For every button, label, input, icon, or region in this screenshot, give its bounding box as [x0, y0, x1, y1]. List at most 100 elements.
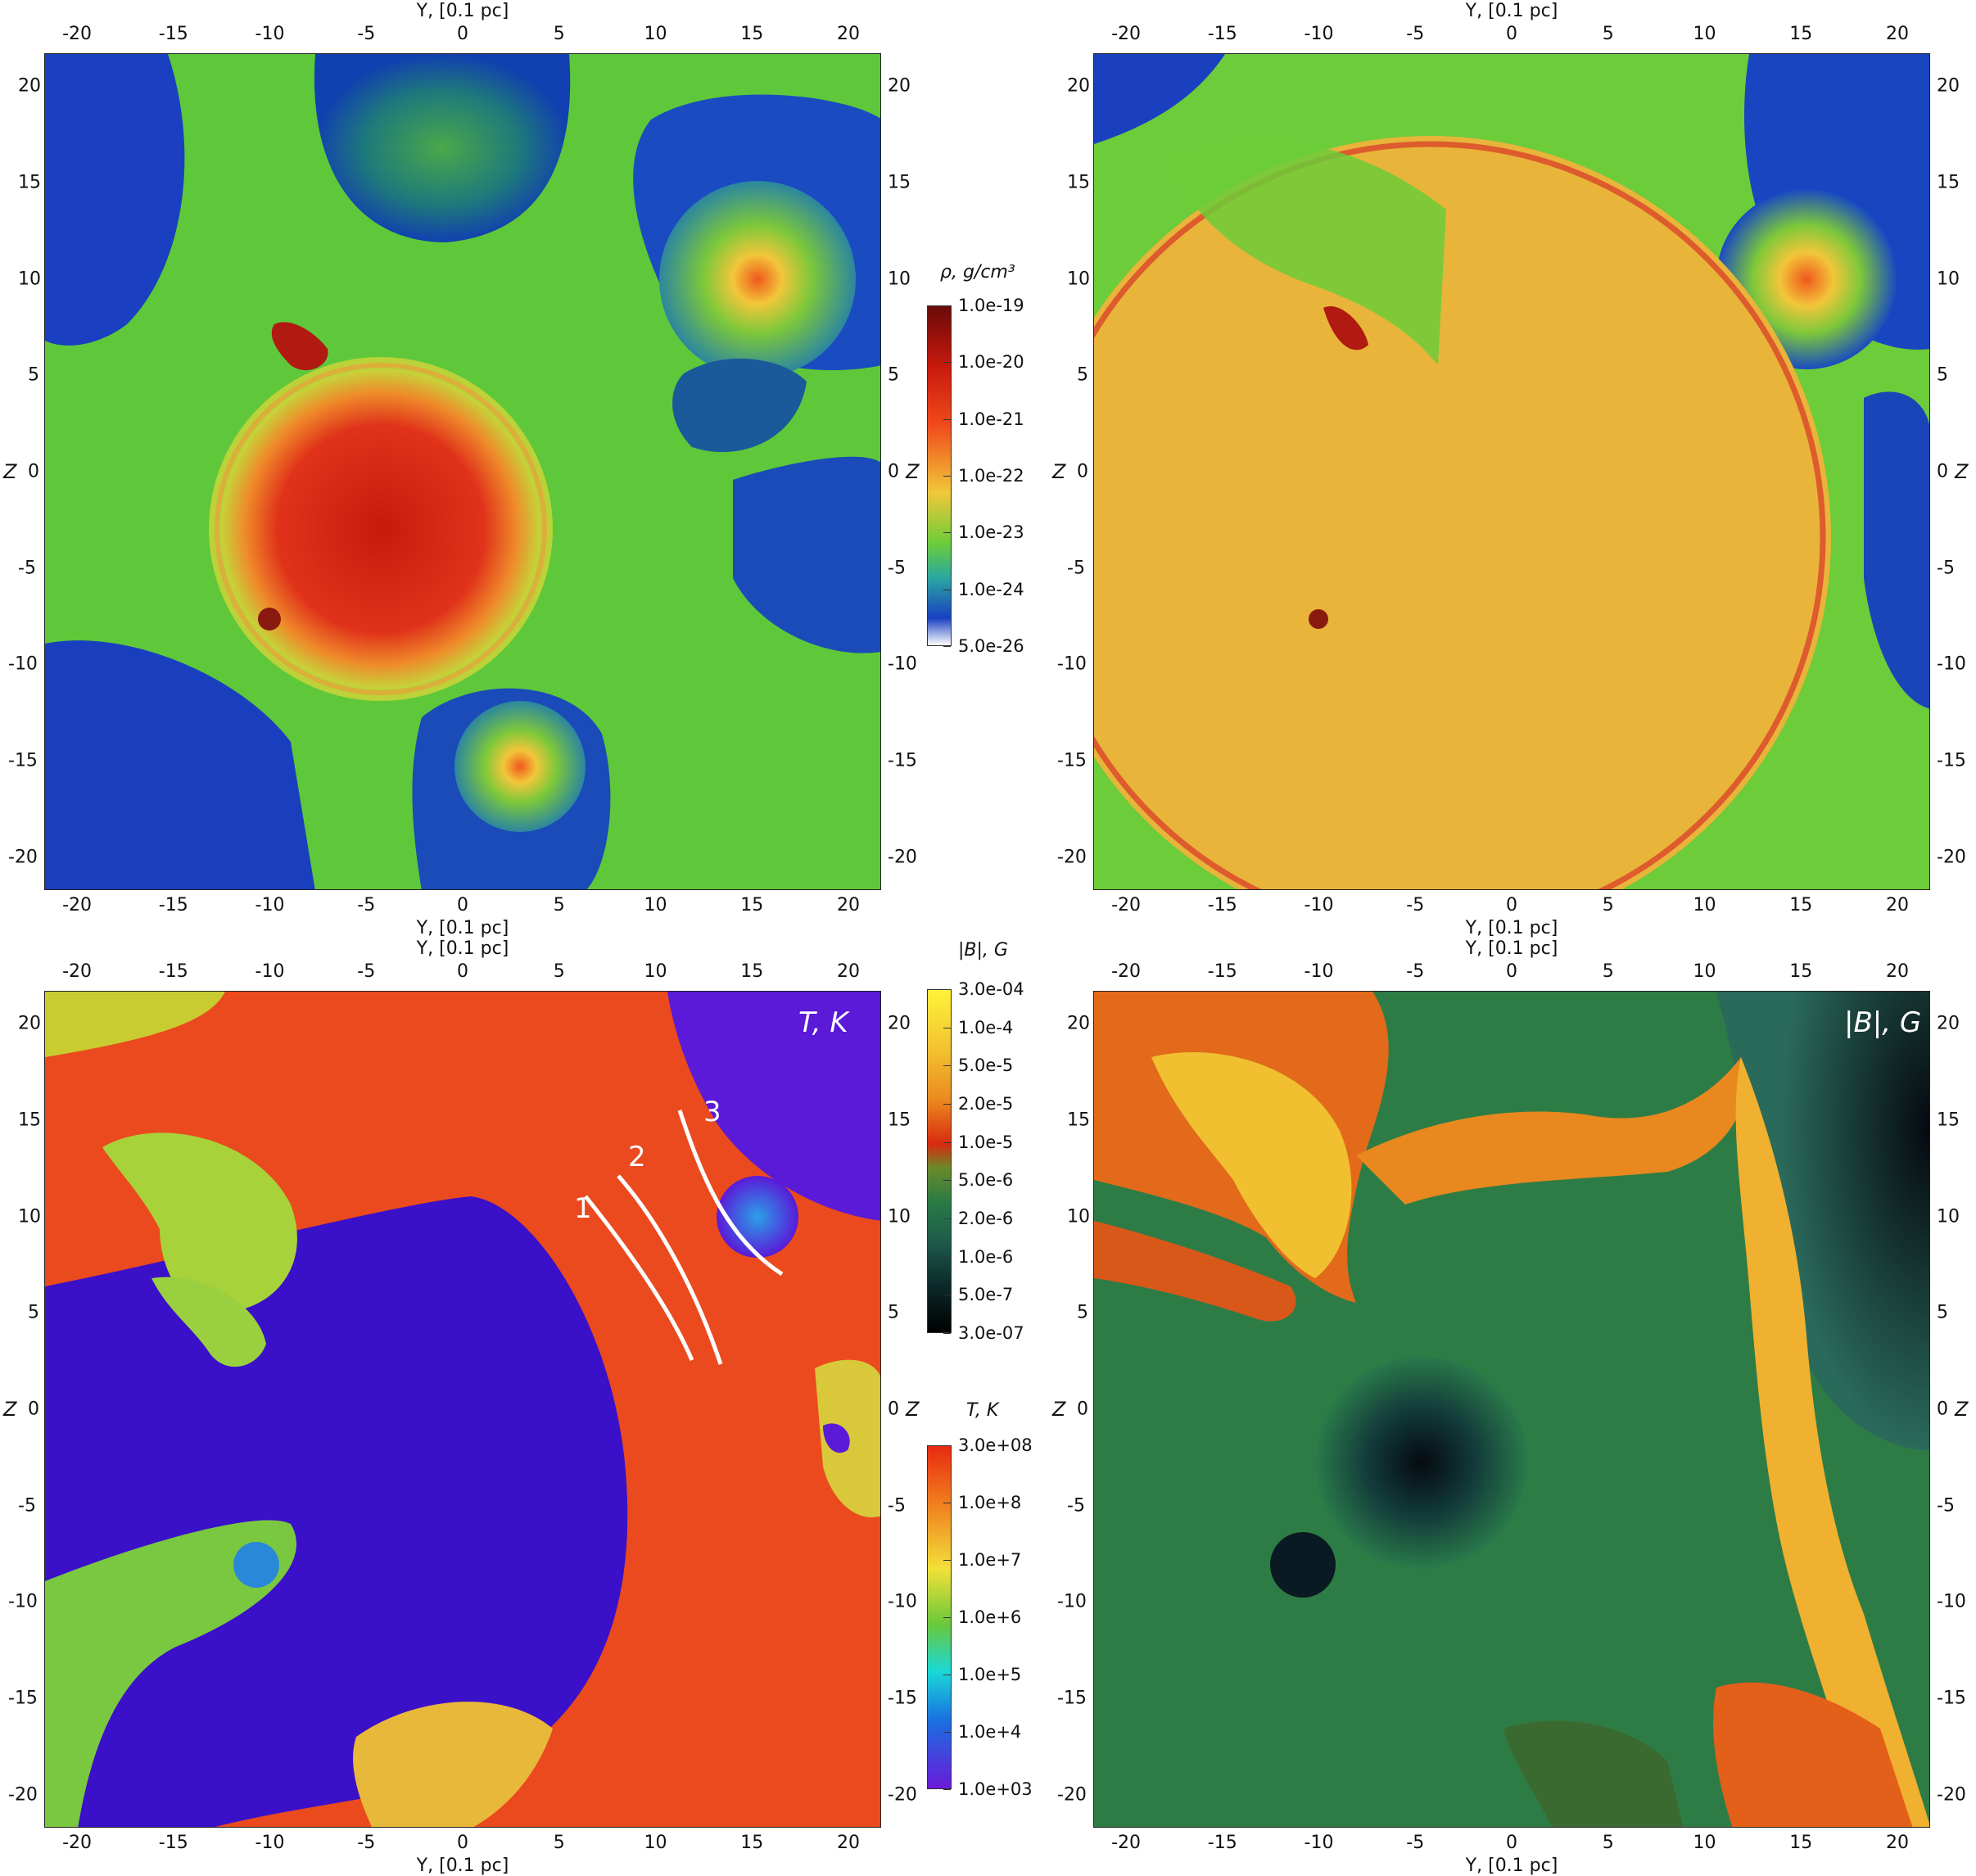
p3-xtick-top-8: 20 — [836, 961, 860, 982]
density-colorbar-tick-2 — [943, 418, 951, 420]
p1-xtick-bottom-8: 20 — [836, 895, 860, 915]
p1-ytick-left-0: 20 — [18, 75, 41, 97]
p4-xtick-top-5: 5 — [1602, 961, 1614, 982]
p4-ytick-right-7: -15 — [1937, 1688, 1966, 1709]
p2-ytick-left-4: 0 — [1077, 461, 1088, 482]
p2-xtick-top-0: -20 — [1111, 24, 1141, 44]
p2-xtick-bottom-4: 0 — [1506, 895, 1517, 915]
temperature-inset-label: T, K — [798, 1006, 848, 1039]
p4-xtick-top-3: -5 — [1406, 961, 1425, 982]
p3-zlabel-left: Z — [3, 1398, 17, 1421]
p1-ytick-left-7: -15 — [8, 750, 38, 771]
p2-xtick-top-2: -10 — [1304, 24, 1334, 44]
p4-xtick-bottom-2: -10 — [1304, 1833, 1334, 1853]
p1-ytick-right-0: 20 — [888, 75, 911, 97]
p4-zlabel-right: Z — [1955, 1398, 1969, 1421]
temperature-colorbar-label-1: 1.0e+8 — [958, 1493, 1022, 1512]
p4-ytick-left-7: -15 — [1057, 1688, 1087, 1709]
p2-ytick-left-3: 5 — [1077, 364, 1088, 386]
p4-ytick-left-6: -10 — [1057, 1591, 1087, 1612]
p2-ytick-right-0: 20 — [1937, 75, 1960, 97]
bfield-colorbar-label-7: 1.0e-6 — [958, 1246, 1014, 1267]
temperature-colorbar-tick-5 — [943, 1732, 951, 1733]
p2-xtick-bottom-2: -10 — [1304, 895, 1334, 915]
p2-xtick-top-7: 15 — [1789, 24, 1813, 44]
p1-xtick-top-1: -15 — [158, 24, 188, 44]
p2-xtick-bottom-7: 15 — [1789, 895, 1813, 915]
p2-xtick-top-3: -5 — [1406, 24, 1425, 44]
density-colorbar-label-3: 1.0e-22 — [958, 466, 1024, 486]
p1-xtick-bottom-3: -5 — [357, 895, 376, 915]
bfield-colorbar-label-9: 3.0e-07 — [958, 1323, 1024, 1343]
p1-xtick-bottom-6: 10 — [644, 895, 667, 915]
p1-ytick-right-7: -15 — [888, 750, 917, 771]
p1-xtick-top-4: 0 — [457, 24, 468, 44]
p3-xtick-bottom-8: 20 — [836, 1833, 860, 1853]
bfield-panel: |B|, G — [1093, 991, 1930, 1828]
p4-ytick-right-0: 20 — [1937, 1013, 1960, 1034]
p4-xtick-bottom-4: 0 — [1506, 1833, 1517, 1853]
shock-label-3: 3 — [703, 1096, 721, 1128]
p2-ytick-right-7: -15 — [1937, 750, 1966, 771]
temperature-colorbar-label-4: 1.0e+5 — [958, 1665, 1022, 1684]
p4-xtick-top-0: -20 — [1111, 961, 1141, 982]
p3-ytick-left-2: 10 — [18, 1206, 41, 1227]
temperature-colorbar-tick-3 — [943, 1617, 951, 1618]
p3-ytick-right-5: -5 — [888, 1495, 906, 1517]
p1-ytick-right-3: 5 — [888, 364, 899, 386]
p3-ytick-left-8: -20 — [8, 1784, 38, 1806]
density-colorbar-tick-4 — [943, 532, 951, 534]
p2-ytick-right-2: 10 — [1937, 269, 1960, 290]
p2-xtick-bottom-5: 5 — [1602, 895, 1614, 915]
bfield-colorbar-tick-6 — [943, 1218, 951, 1219]
p1-ytick-right-1: 15 — [888, 172, 911, 193]
temperature-colorbar-label-0: 3.0e+08 — [958, 1435, 1033, 1455]
p2-ytick-right-8: -20 — [1937, 847, 1966, 868]
p3-xtick-bottom-7: 15 — [740, 1833, 764, 1853]
p3-xtick-bottom-6: 10 — [644, 1833, 667, 1853]
p2-ytick-right-1: 15 — [1937, 172, 1960, 193]
bfield-colorbar-label-5: 5.0e-6 — [958, 1170, 1014, 1191]
p2-ytick-right-6: -10 — [1937, 653, 1966, 675]
p2-xtick-top-8: 20 — [1885, 24, 1909, 44]
p3-xtick-top-5: 5 — [553, 961, 565, 982]
p2-ytick-left-0: 20 — [1067, 75, 1090, 97]
p1-xtick-top-2: -10 — [255, 24, 285, 44]
p3-ytick-left-3: 5 — [28, 1302, 39, 1323]
p3-xtick-top-1: -15 — [158, 961, 188, 982]
p1-zlabel-left: Z — [3, 460, 17, 483]
p2-ytick-left-6: -10 — [1057, 653, 1087, 675]
p3-zlabel-right: Z — [906, 1398, 920, 1421]
density-colorbar-label-0: 1.0e-19 — [958, 296, 1024, 315]
p3-ytick-left-0: 20 — [18, 1013, 41, 1034]
p1-xtick-bottom-2: -10 — [255, 895, 285, 915]
p2-ytick-left-8: -20 — [1057, 847, 1087, 868]
bfield-colorbar-label-4: 1.0e-5 — [958, 1132, 1014, 1152]
p3-xtick-bottom-2: -10 — [255, 1833, 285, 1853]
p1-ytick-left-1: 15 — [18, 172, 41, 193]
p1-ytick-right-4: 0 — [888, 461, 899, 482]
p1-ylabel-top: Y, [0.1 pc] — [416, 1, 509, 21]
p1-xtick-bottom-1: -15 — [158, 895, 188, 915]
p4-xtick-top-1: -15 — [1207, 961, 1237, 982]
bfield-colorbar-tick-0 — [943, 989, 951, 990]
p3-ytick-left-6: -10 — [8, 1591, 38, 1612]
p4-ytick-right-8: -20 — [1937, 1784, 1966, 1806]
density-colorbar-label-5: 1.0e-24 — [958, 579, 1024, 599]
p4-xtick-bottom-8: 20 — [1885, 1833, 1909, 1853]
p1-ytick-left-6: -10 — [8, 653, 38, 675]
p4-xtick-bottom-5: 5 — [1602, 1833, 1614, 1853]
p1-xtick-top-0: -20 — [62, 24, 92, 44]
p3-xtick-top-6: 10 — [644, 961, 667, 982]
p4-ylabel-bottom: Y, [0.1 pc] — [1465, 1856, 1558, 1876]
p1-ytick-left-8: -20 — [8, 847, 38, 868]
p4-zlabel-left: Z — [1052, 1398, 1066, 1421]
temperature-panel: T, K 1 2 3 — [44, 991, 881, 1828]
p2-xtick-bottom-0: -20 — [1111, 895, 1141, 915]
p4-ytick-right-1: 15 — [1937, 1110, 1960, 1131]
p3-xtick-top-3: -5 — [357, 961, 376, 982]
p3-xtick-top-2: -10 — [255, 961, 285, 982]
p3-ytick-left-7: -15 — [8, 1688, 38, 1709]
p4-ytick-right-4: 0 — [1937, 1399, 1948, 1420]
p3-xtick-top-4: 0 — [457, 961, 468, 982]
